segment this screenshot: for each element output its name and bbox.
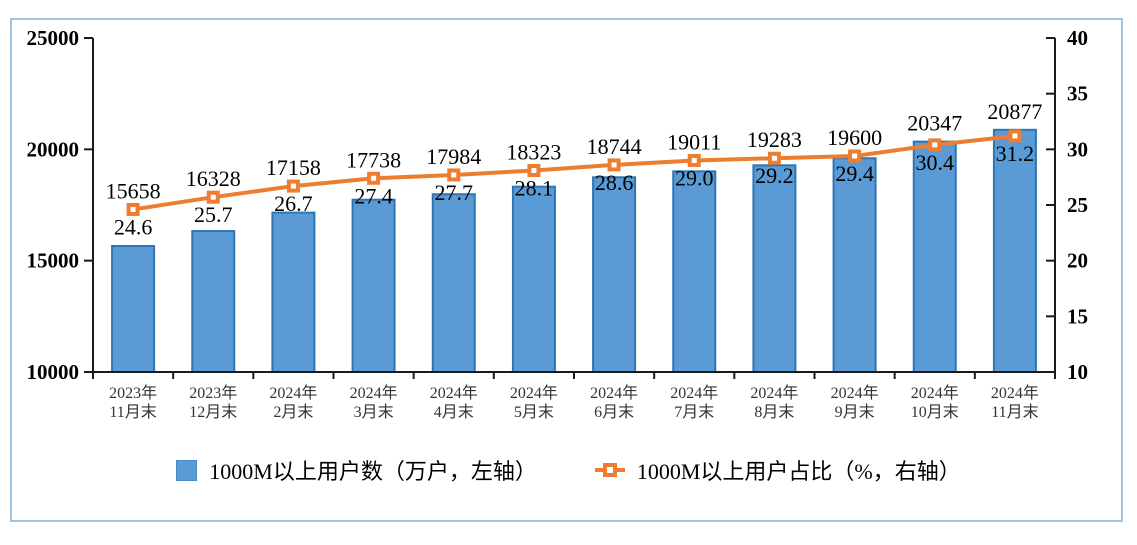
x-category-label: 2024年 4月末 [430,384,478,421]
line-marker-center [691,157,697,163]
left-axis-tick-label: 10000 [27,360,80,384]
line-series-swatch [594,463,625,477]
left-axis-tick-label: 20000 [27,137,80,161]
line-value-label: 29.0 [675,165,714,190]
line-value-label: 31.2 [996,141,1035,166]
line-series-label: 1000M以上用户占比（%，右轴） [636,459,961,484]
line-marker-center [130,206,136,212]
right-axis-tick-label: 25 [1067,193,1088,217]
bar [912,140,957,373]
line-value-label: 25.7 [194,202,233,227]
legend-item-bar-series: 1000M以上用户数（万户，左轴） [176,454,537,486]
bar [271,211,316,373]
x-category-label: 2024年 2月末 [269,384,317,421]
x-category-label: 2024年 9月末 [831,384,879,421]
right-axis-tick-label: 40 [1067,26,1088,50]
line-value-label: 29.4 [835,161,874,186]
bar-value-label: 17984 [426,144,481,169]
line-value-label: 30.4 [916,150,955,175]
legend-item-line-series: 1000M以上用户占比（%，右轴） [594,454,961,486]
line-marker-center [771,155,777,161]
right-axis-tick-label: 20 [1067,249,1088,273]
x-category-label: 2024年 10月末 [911,384,959,421]
x-category-label: 2024年 6月末 [590,384,638,421]
line-marker-center [932,142,938,148]
line-marker-center [371,175,377,181]
line-value-label: 27.7 [435,180,474,205]
left-axis-tick-label: 25000 [27,26,80,50]
bar-value-label: 15658 [106,178,161,203]
x-category-label: 2023年 11月末 [109,384,157,421]
right-axis-tick-label: 10 [1067,360,1088,384]
bar [672,170,717,373]
left-axis-tick-label: 15000 [27,249,80,273]
line-marker-center [852,153,858,159]
line-value-label: 28.1 [515,175,554,200]
line-marker-center [1012,133,1018,139]
line-marker-center [210,194,216,200]
legend: 1000M以上用户数（万户，左轴） 1000M以上用户占比（%，右轴） [0,450,1137,490]
x-category-label: 2024年 3月末 [350,384,398,421]
line-marker-center [290,183,296,189]
line-value-label: 24.6 [114,214,153,239]
bar [832,157,877,373]
bar-value-label: 17158 [266,155,321,180]
right-axis-tick-label: 35 [1067,82,1088,106]
bar-value-label: 19283 [747,127,802,152]
line-marker-center [531,167,537,173]
bar-value-label: 19600 [827,125,882,150]
bar-value-label: 16328 [186,166,241,191]
line-marker-center [611,162,617,168]
bar [592,176,637,373]
bar [511,185,556,373]
line-marker-center [451,172,457,178]
x-category-label: 2023年 12月末 [189,384,237,421]
bar-value-label: 18744 [587,134,642,159]
bar-value-label: 18323 [506,139,561,164]
x-category-label: 2024年 8月末 [750,384,798,421]
bar [992,128,1037,373]
bar-value-label: 19011 [667,129,721,154]
right-axis-tick-label: 30 [1067,137,1088,161]
bar-series-swatch [176,459,198,481]
bar-value-label: 20877 [987,99,1042,124]
line-value-label: 29.2 [755,163,794,188]
bar [431,193,476,373]
bar [351,198,396,373]
bar-value-label: 17738 [346,147,401,172]
bar [752,164,797,373]
x-category-label: 2024年 11月末 [991,384,1039,421]
line-value-label: 27.4 [354,183,393,208]
bar-series-label: 1000M以上用户数（万户，左轴） [209,459,537,484]
bar-value-label: 20347 [907,111,962,136]
line-path [132,133,1016,212]
line-value-label: 28.6 [595,170,634,195]
bar [191,230,236,373]
x-category-label: 2024年 5月末 [510,384,558,421]
line-value-label: 26.7 [274,191,313,216]
x-category-label: 2024年 7月末 [670,384,718,421]
bar [111,245,156,373]
right-axis-tick-label: 15 [1067,304,1088,328]
